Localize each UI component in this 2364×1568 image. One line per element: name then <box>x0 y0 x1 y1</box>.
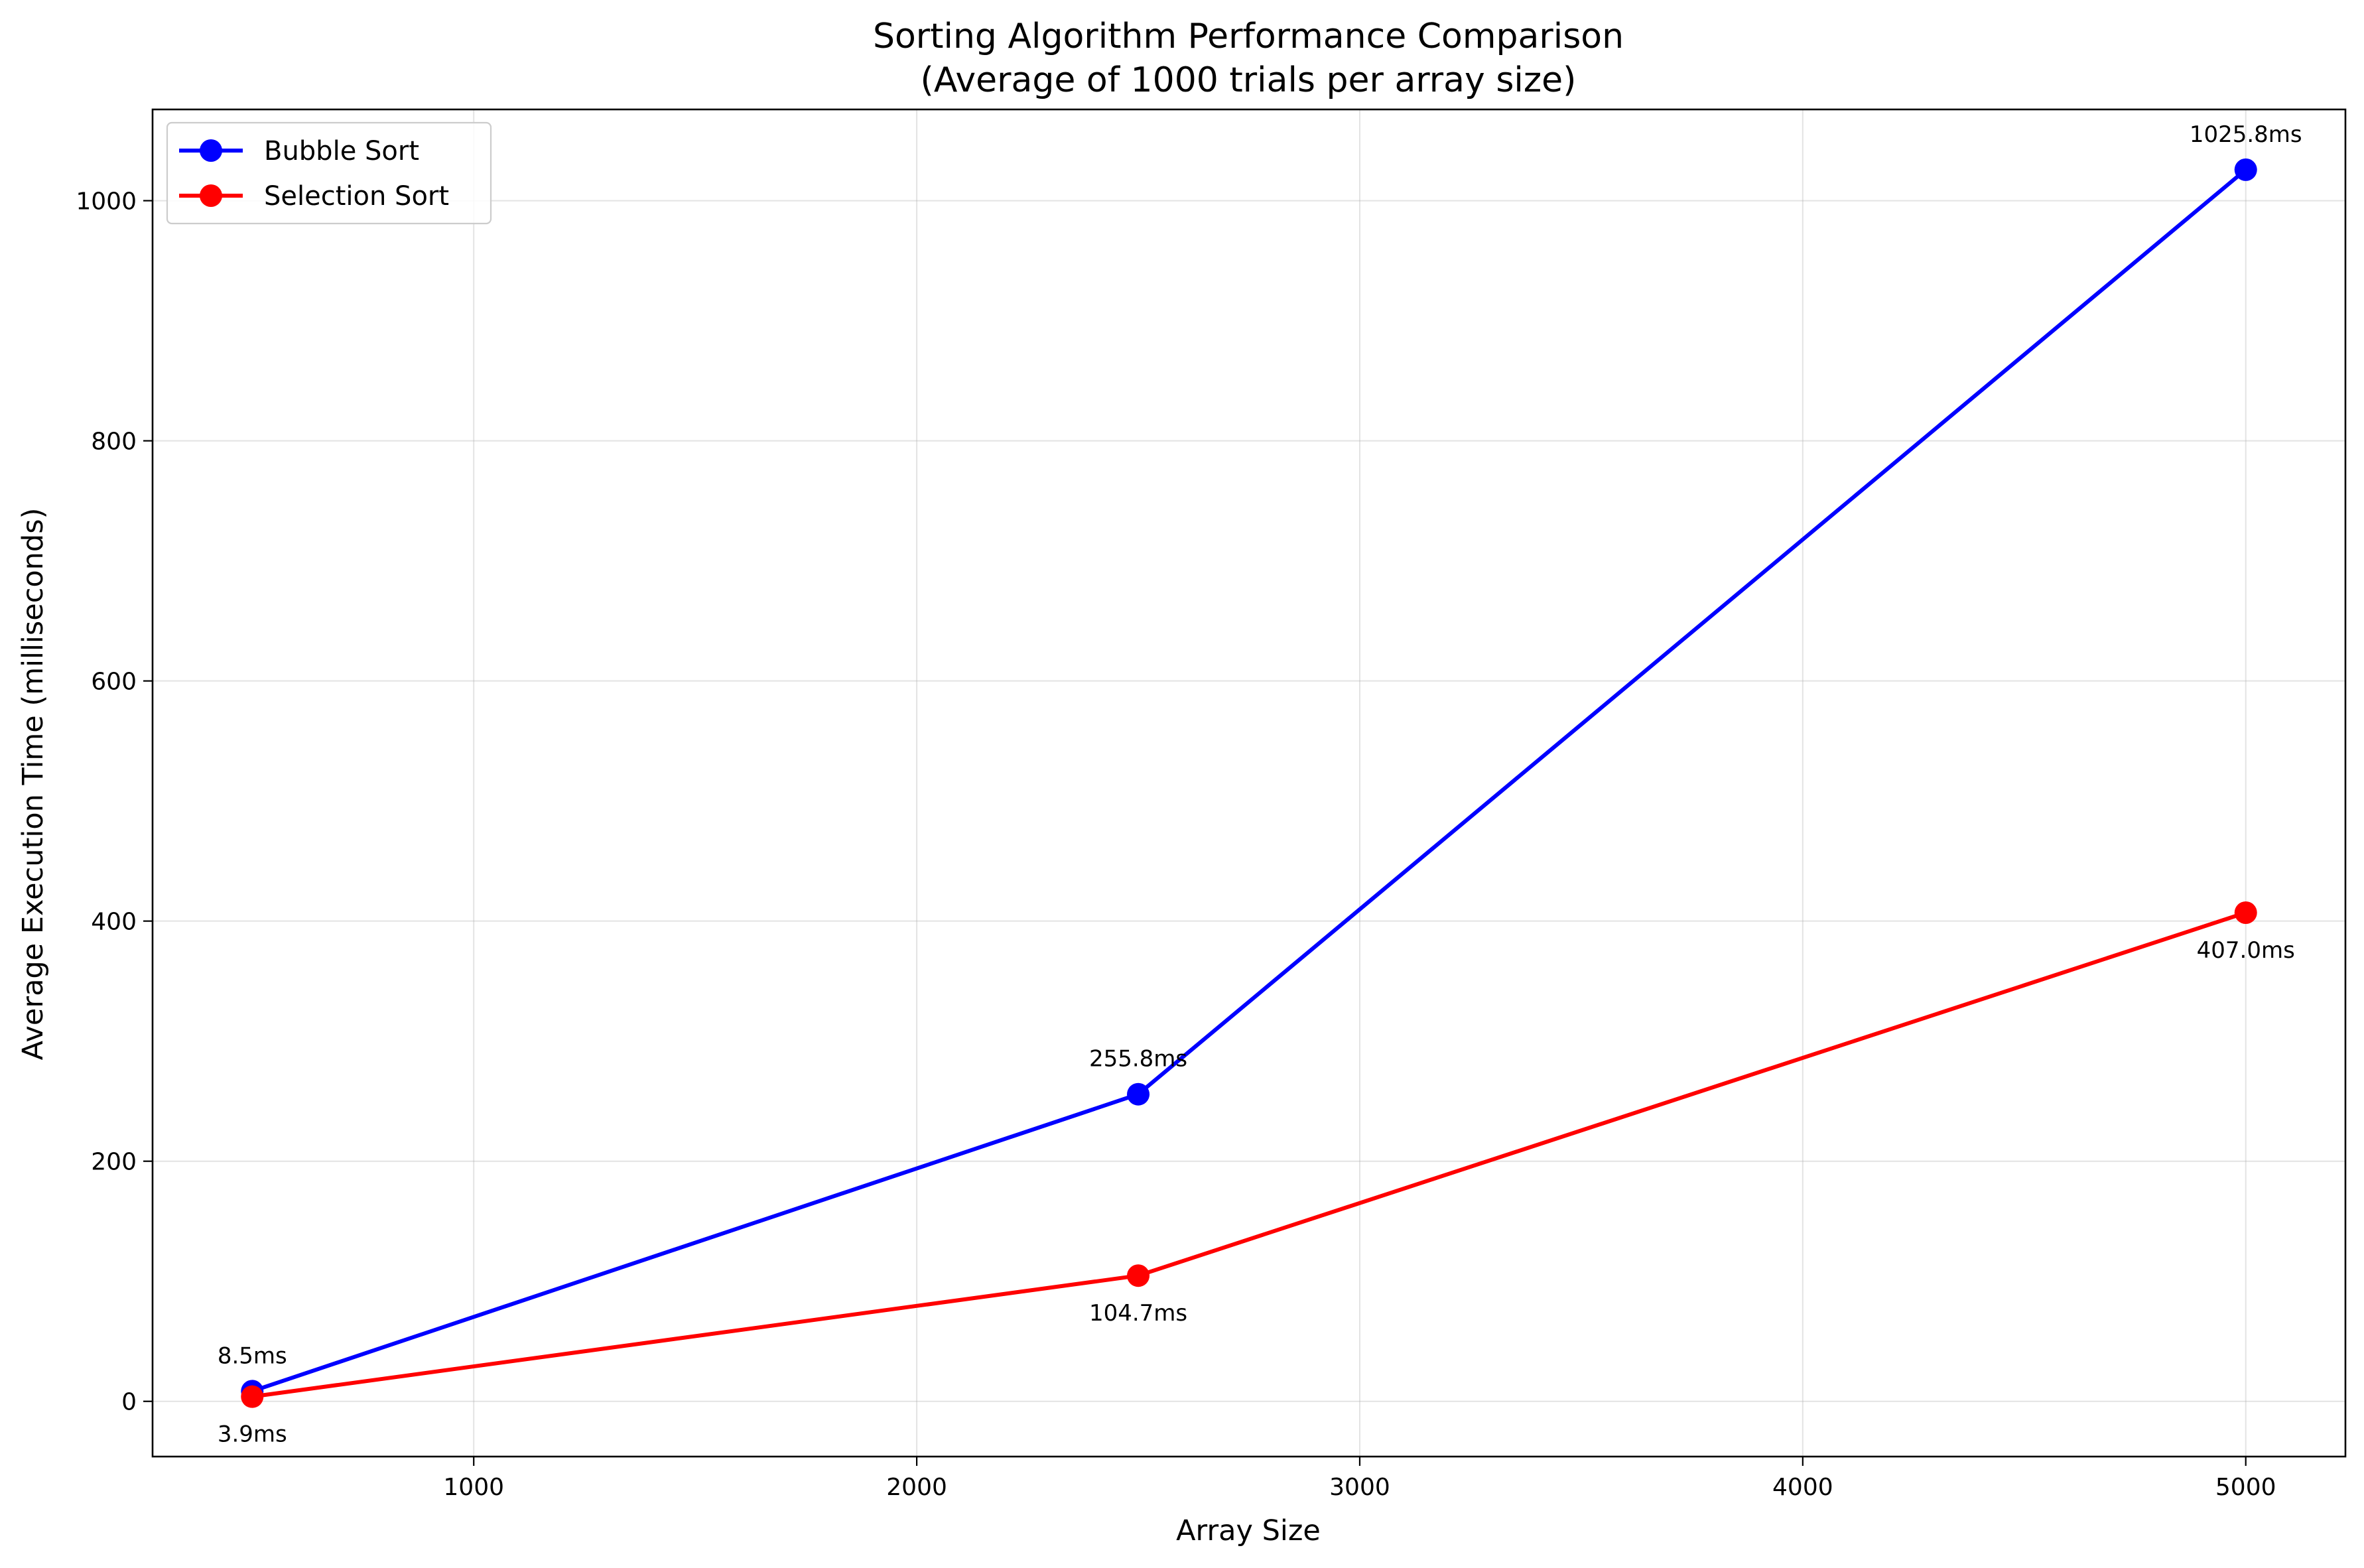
x-tick-label: 5000 <box>2215 1474 2276 1501</box>
data-label-selection-sort: 407.0ms <box>2197 937 2295 964</box>
x-tick-label: 3000 <box>1329 1474 1390 1501</box>
data-label-bubble-sort: 8.5ms <box>218 1342 287 1369</box>
data-point-selection-sort <box>241 1385 264 1408</box>
legend-label-selection-sort: Selection Sort <box>264 181 449 212</box>
data-label-bubble-sort: 255.8ms <box>1089 1046 1187 1073</box>
data-label-bubble-sort: 1025.8ms <box>2190 121 2302 148</box>
x-tick-label: 2000 <box>886 1474 947 1501</box>
chart-title: Sorting Algorithm Performance Comparison <box>873 17 1624 56</box>
data-point-selection-sort <box>2234 901 2257 924</box>
x-axis-label: Array Size <box>1176 1514 1321 1547</box>
data-labels: 8.5ms 255.8ms 1025.8ms 3.9ms 104.7ms 407.0ms <box>218 121 2302 1448</box>
grid <box>153 109 2345 1457</box>
plot-frame <box>151 108 2347 1458</box>
y-tick-label: 1000 <box>76 188 137 216</box>
legend-frame <box>166 121 492 225</box>
y-tick-label: 200 <box>91 1149 137 1176</box>
y-tick-label: 800 <box>91 428 137 456</box>
y-axis-label: Average Execution Time (milliseconds) <box>17 508 50 1061</box>
data-label-selection-sort: 3.9ms <box>218 1421 287 1448</box>
x-tick-label: 4000 <box>1772 1474 1833 1501</box>
series-layer <box>241 158 2257 1408</box>
data-point-selection-sort <box>1127 1264 1150 1287</box>
y-tick-label: 0 <box>121 1389 137 1416</box>
axis-ticks: 1000 2000 3000 4000 5000 0 200 400 600 800 1000 <box>76 188 2276 1501</box>
data-label-selection-sort: 104.7ms <box>1089 1300 1187 1327</box>
legend-marker-selection-sort <box>200 184 222 207</box>
legend-marker-bubble-sort <box>200 139 222 162</box>
data-point-bubble-sort <box>2234 158 2257 181</box>
legend: Bubble Sort Selection Sort <box>166 121 492 225</box>
y-tick-label: 400 <box>91 909 137 936</box>
chart-subtitle: (Average of 1000 trials per array size) <box>921 60 1577 100</box>
y-tick-label: 600 <box>91 669 137 696</box>
legend-label-bubble-sort: Bubble Sort <box>264 136 419 166</box>
x-tick-label: 1000 <box>443 1474 504 1501</box>
data-point-bubble-sort <box>1127 1082 1150 1106</box>
